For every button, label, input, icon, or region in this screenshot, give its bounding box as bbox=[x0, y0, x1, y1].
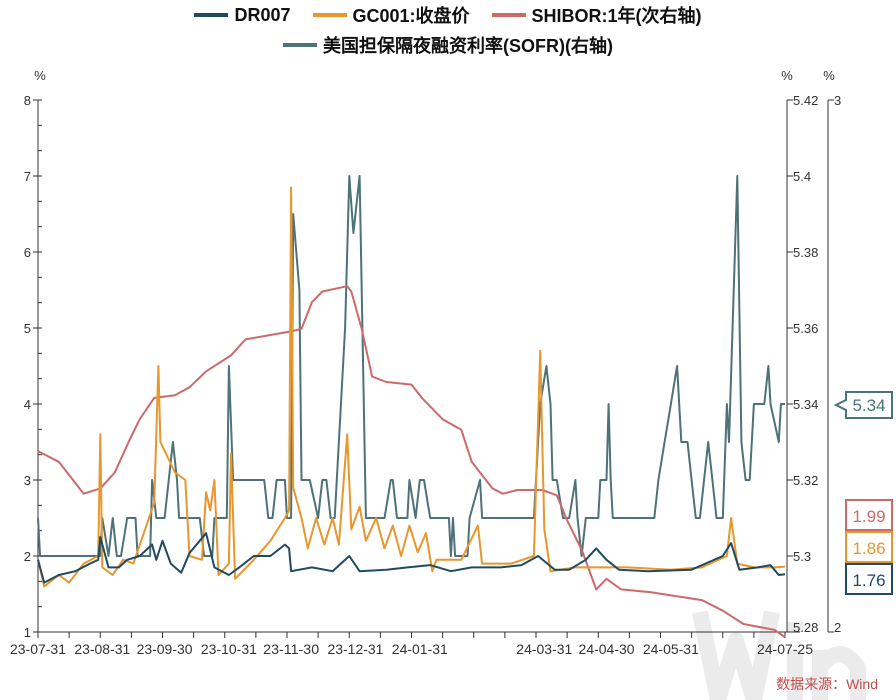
series-line-shibor bbox=[37, 285, 786, 639]
x-axis-tick-label: 24-07-25 bbox=[757, 641, 813, 657]
x-axis-tick-label: 23-09-30 bbox=[137, 641, 193, 657]
legend-label: SHIBOR:1年(次右轴) bbox=[531, 6, 702, 26]
left-axis-tick-label: 3 bbox=[24, 473, 31, 488]
left-axis-tick-label: 2 bbox=[24, 549, 31, 564]
left-axis-tick-label: 1 bbox=[24, 625, 31, 640]
legend-label: 美国担保隔夜融资利率(SOFR)(右轴) bbox=[323, 36, 613, 56]
x-axis-tick-label: 24-04-30 bbox=[579, 641, 635, 657]
x-axis-tick-label: 23-11-30 bbox=[263, 641, 319, 657]
source-note: 数据来源：Wind bbox=[776, 676, 878, 692]
right-axis-tick-label: 5.38 bbox=[793, 245, 818, 260]
legend: DR007 GC001:收盘价 SHIBOR:1年(次右轴) 美国担保隔夜融资利… bbox=[0, 0, 896, 60]
x-axis-tick-label: 24-03-31 bbox=[516, 641, 572, 657]
left-axis-tick-label: 8 bbox=[24, 93, 31, 108]
legend-item-dr007[interactable]: DR007 bbox=[194, 4, 291, 26]
right-axis-tick-label: 5.34 bbox=[793, 397, 818, 412]
legend-label: DR007 bbox=[234, 4, 291, 25]
end-label-gc001: 1.86 bbox=[845, 531, 893, 563]
x-axis-tick-label: 23-10-31 bbox=[201, 641, 257, 657]
end-label-text: 1.76 bbox=[852, 571, 885, 590]
right-axis-tick-label: 5.4 bbox=[793, 169, 811, 184]
legend-swatch bbox=[283, 43, 317, 47]
x-axis-tick-label: 23-08-31 bbox=[74, 641, 130, 657]
x-axis-tick-label: 23-12-31 bbox=[327, 641, 383, 657]
right-axis-2-tick-label: 3 bbox=[834, 93, 841, 108]
end-label-box bbox=[845, 531, 893, 563]
right-axis-2-unit: % bbox=[823, 68, 835, 83]
end-label-box bbox=[833, 391, 893, 419]
right-axis-tick-label: 5.36 bbox=[793, 321, 818, 336]
left-axis-tick-label: 4 bbox=[24, 397, 31, 412]
legend-item-gc001[interactable]: GC001:收盘价 bbox=[312, 2, 470, 28]
legend-item-sofr[interactable]: 美国担保隔夜融资利率(SOFR)(右轴) bbox=[283, 32, 613, 58]
legend-swatch bbox=[312, 13, 347, 17]
x-axis-tick-label: 24-05-31 bbox=[643, 641, 699, 657]
end-label-box bbox=[845, 563, 893, 595]
legend-swatch bbox=[194, 13, 229, 17]
series-line-dr007 bbox=[37, 532, 786, 584]
legend-item-shibor[interactable]: SHIBOR:1年(次右轴) bbox=[491, 2, 702, 28]
left-axis-tick-label: 7 bbox=[24, 169, 31, 184]
end-label-shibor: 1.99 bbox=[845, 499, 893, 531]
left-axis-unit: % bbox=[34, 68, 46, 83]
end-label-sofr: 5.34 bbox=[833, 391, 893, 419]
right-axis-2-tick-label: 2 bbox=[834, 620, 841, 635]
end-label-dr007: 1.76 bbox=[845, 563, 893, 595]
series-line-sofr bbox=[37, 175, 785, 557]
end-label-text: 1.86 bbox=[852, 539, 885, 558]
series-line-gc001 bbox=[37, 186, 786, 588]
right-axis-tick-label: 5.28 bbox=[793, 620, 818, 635]
left-axis-tick-label: 5 bbox=[24, 321, 31, 336]
right-axis-tick-label: 5.32 bbox=[793, 473, 818, 488]
end-label-box bbox=[845, 499, 893, 531]
right-axis-unit: % bbox=[781, 68, 793, 83]
legend-label: GC001:收盘价 bbox=[352, 6, 470, 26]
end-label-text: 1.99 bbox=[852, 507, 885, 526]
legend-swatch bbox=[491, 13, 526, 17]
end-label-text: 5.34 bbox=[852, 396, 885, 415]
left-axis-tick-label: 6 bbox=[24, 245, 31, 260]
right-axis-tick-label: 5.42 bbox=[793, 93, 818, 108]
right-axis-tick-label: 5.3 bbox=[793, 549, 811, 564]
x-axis-tick-label: 23-07-31 bbox=[10, 641, 66, 657]
x-axis-tick-label: 24-01-31 bbox=[392, 641, 448, 657]
